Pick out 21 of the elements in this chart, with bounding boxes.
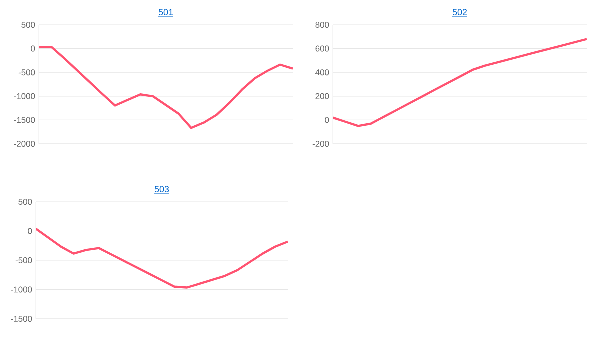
y-tick-label: 0 [28,228,32,234]
line-series [39,46,293,130]
chart-title: 501 [158,9,174,16]
y-tick-label: 500 [22,22,36,28]
y-tick-label: 400 [316,70,330,76]
y-tick-label: 600 [316,46,330,52]
y-tick-label: -1000 [14,93,36,100]
y-tick-label: -1500 [11,316,32,322]
y-tick-label: 200 [316,93,330,100]
y-tick-label: 0 [325,117,330,124]
y-tick-label: 800 [316,22,330,28]
y-tick-label: -500 [16,258,32,264]
y-tick-label: -1500 [14,117,36,124]
y-tick-label: -200 [312,141,330,147]
y-tick-label: -2000 [14,141,36,147]
chart-title: 502 [452,9,468,16]
y-tick-label: 500 [18,199,32,205]
y-tick-label: -1000 [11,286,32,293]
y-tick-label: 0 [31,46,36,52]
chart-title: 503 [154,186,170,193]
y-tick-label: -500 [18,70,36,76]
